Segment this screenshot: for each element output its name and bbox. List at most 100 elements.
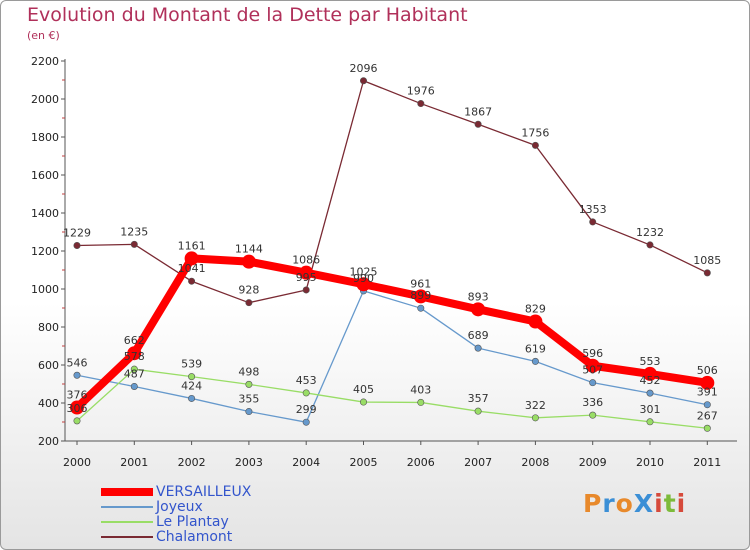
data-point — [73, 371, 81, 379]
chart-axes: 200 400 600 800 1000 1200 1400 1600 1800 2000 2200… — [31, 55, 737, 469]
data-label: 689 — [468, 329, 489, 342]
y-tick-label: 1200 — [31, 245, 59, 258]
data-label: 498 — [238, 365, 259, 378]
x-tick-label: 2003 — [235, 456, 263, 469]
data-point — [302, 389, 310, 397]
data-point — [646, 389, 654, 397]
data-label: 1025 — [350, 265, 378, 278]
data-point — [302, 286, 310, 294]
data-point — [73, 241, 81, 249]
data-label: 267 — [697, 409, 718, 422]
legend-label: Le Plantay — [156, 514, 229, 530]
x-tick-label: 2005 — [350, 456, 378, 469]
data-label: 1144 — [235, 243, 263, 256]
data-label: 928 — [238, 284, 259, 297]
data-label: 306 — [67, 402, 88, 415]
chart-title: Evolution du Montant de la Dette par Hab… — [27, 4, 468, 26]
data-point — [188, 394, 196, 402]
data-point — [703, 269, 711, 277]
x-tick-label: 2011 — [693, 456, 721, 469]
data-label: 391 — [697, 386, 718, 399]
x-tick-label: 2006 — [407, 456, 435, 469]
data-point — [241, 254, 256, 269]
data-point — [413, 289, 428, 304]
legend-label: Joyeux — [156, 499, 203, 515]
chart-legend: VERSAILLEUX Joyeux Le Plantay Chalamont — [101, 485, 361, 545]
legend-swatch — [101, 506, 153, 508]
data-label: 1161 — [178, 239, 206, 252]
proxiti-logo: ProXiti — [583, 489, 687, 518]
data-label: 487 — [124, 367, 145, 380]
data-point — [359, 77, 367, 85]
y-tick-label: 2000 — [31, 93, 59, 106]
data-label: 995 — [296, 271, 317, 284]
data-label: 539 — [181, 358, 202, 371]
data-label: 1085 — [693, 254, 721, 267]
data-point — [299, 265, 314, 280]
legend-swatch — [101, 536, 153, 538]
data-label: 990 — [353, 272, 374, 285]
data-label: 1232 — [636, 226, 664, 239]
data-label: 357 — [468, 392, 489, 405]
data-point — [245, 299, 253, 307]
data-point — [417, 398, 425, 406]
x-tick-label: 2007 — [464, 456, 492, 469]
y-tick-label: 1800 — [31, 131, 59, 144]
data-label: 1229 — [63, 226, 91, 239]
data-label: 619 — [525, 342, 546, 355]
data-label: 506 — [697, 364, 718, 377]
data-point — [589, 411, 597, 419]
data-point — [474, 344, 482, 352]
series-line — [76, 290, 708, 423]
data-label: 893 — [468, 290, 489, 303]
data-point — [531, 357, 539, 365]
data-label: 578 — [124, 350, 145, 363]
data-point — [302, 418, 310, 426]
data-point — [356, 277, 371, 292]
data-label: 1976 — [407, 85, 435, 98]
chart-series — [70, 77, 715, 432]
data-point — [528, 314, 543, 329]
y-tick-label: 800 — [38, 321, 59, 334]
legend-swatch — [101, 521, 153, 523]
x-tick-label: 2010 — [636, 456, 664, 469]
x-tick-label: 2004 — [292, 456, 320, 469]
data-point — [359, 398, 367, 406]
y-tick-label: 1400 — [31, 207, 59, 220]
data-point — [184, 251, 199, 266]
data-point — [127, 346, 142, 361]
data-label: 403 — [410, 383, 431, 396]
data-point — [130, 240, 138, 248]
x-tick-label: 2000 — [63, 456, 91, 469]
data-label: 899 — [410, 289, 431, 302]
data-label: 1086 — [292, 254, 320, 267]
chart-data-labels: 376 662 1161 1144 1086 1025 961 893 829 596 553 506… — [63, 62, 721, 423]
data-label: 301 — [640, 403, 661, 416]
data-point — [474, 407, 482, 415]
y-tick-label: 600 — [38, 359, 59, 372]
data-point — [646, 418, 654, 426]
data-point — [417, 100, 425, 108]
legend-item: VERSAILLEUX — [101, 485, 361, 500]
data-point — [700, 375, 715, 390]
data-point — [646, 241, 654, 249]
data-point — [73, 417, 81, 425]
data-point — [130, 365, 138, 373]
y-tick-label: 400 — [38, 397, 59, 410]
series-line — [76, 80, 708, 304]
y-tick-label: 200 — [38, 435, 59, 448]
data-label: 1353 — [579, 203, 607, 216]
data-point — [417, 304, 425, 312]
data-point — [245, 380, 253, 388]
data-point — [703, 401, 711, 409]
data-point — [70, 400, 84, 415]
data-label: 424 — [181, 379, 202, 392]
data-label: 355 — [238, 393, 259, 406]
y-tick-label: 2200 — [31, 55, 59, 68]
data-point — [245, 408, 253, 416]
data-label: 299 — [296, 403, 317, 416]
data-label: 662 — [124, 334, 145, 347]
legend-label: VERSAILLEUX — [156, 484, 252, 500]
data-label: 405 — [353, 383, 374, 396]
